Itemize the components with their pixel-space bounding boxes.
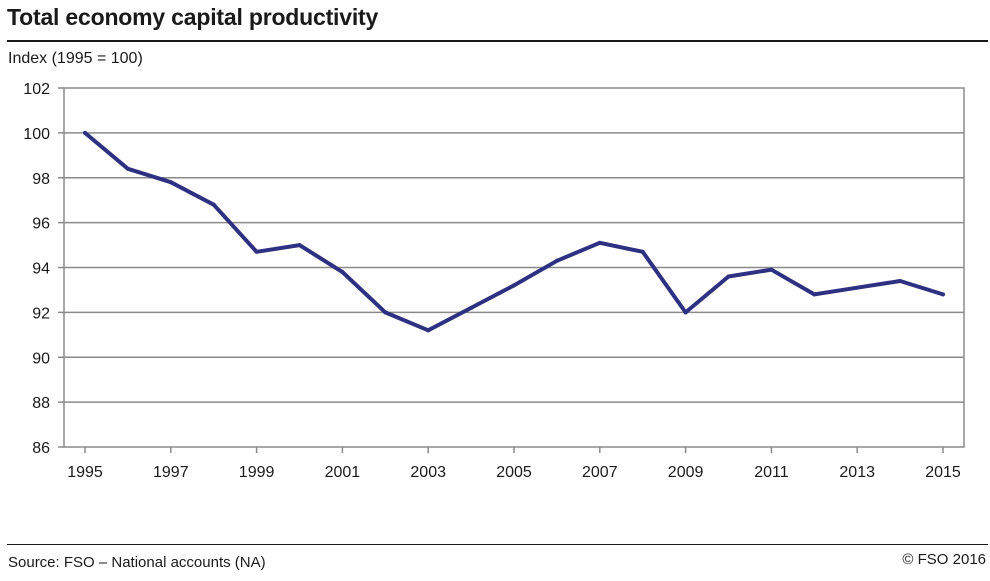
- y-tick-label-88: 88: [32, 395, 50, 412]
- footer-rule: [7, 544, 988, 545]
- data-point-2002: [383, 310, 388, 315]
- data-points: [83, 130, 945, 333]
- axis-ticks: [58, 87, 944, 453]
- data-point-1995: [83, 130, 87, 135]
- data-point-1996: [125, 166, 130, 171]
- data-point-2009: [683, 310, 688, 315]
- data-point-2003: [426, 328, 431, 333]
- data-point-2015: [941, 292, 945, 297]
- y-tick-label-86: 86: [32, 440, 50, 457]
- x-tick-label-2005: 2005: [496, 464, 532, 481]
- y-axis-unit-label: Index (1995 = 100): [8, 50, 143, 67]
- data-point-2013: [855, 285, 860, 290]
- y-tick-label-94: 94: [32, 261, 50, 278]
- y-tick-label-92: 92: [32, 305, 50, 322]
- data-point-2014: [898, 278, 903, 283]
- x-tick-label-1995: 1995: [67, 464, 103, 481]
- data-point-1997: [168, 180, 173, 185]
- data-point-2006: [554, 258, 559, 263]
- x-tick-label-2003: 2003: [410, 464, 446, 481]
- data-point-2000: [297, 243, 302, 248]
- y-tick-label-98: 98: [32, 171, 50, 188]
- x-tick-label-1997: 1997: [153, 464, 189, 481]
- data-point-2012: [812, 292, 817, 297]
- y-tick-label-102: 102: [23, 81, 50, 98]
- data-point-2001: [340, 269, 345, 274]
- data-point-1999: [254, 249, 259, 254]
- grid-lines: [64, 132, 964, 403]
- x-tick-label-2009: 2009: [668, 464, 704, 481]
- data-point-2004: [469, 305, 474, 310]
- x-axis-tick-labels: 1995 1997 1999 2001 2003 2005 2007 2009 2011 2013…: [67, 464, 961, 481]
- data-point-2005: [512, 283, 516, 288]
- x-tick-label-2011: 2011: [754, 464, 789, 481]
- data-point-2011: [769, 267, 774, 272]
- x-tick-label-2013: 2013: [839, 464, 875, 481]
- y-tick-label-90: 90: [32, 350, 50, 367]
- y-axis-tick-labels: 86 88 90 92 94 96 98 100 102: [23, 81, 50, 457]
- title-rule: [7, 40, 988, 42]
- y-tick-label-100: 100: [23, 126, 50, 143]
- chart-title: Total economy capital productivity: [7, 4, 379, 30]
- source-note: Source: FSO – National accounts (NA): [8, 554, 266, 571]
- x-tick-label-2007: 2007: [582, 464, 618, 481]
- y-tick-label-96: 96: [32, 216, 50, 233]
- x-tick-label-2001: 2001: [325, 464, 361, 481]
- x-tick-label-2015: 2015: [925, 464, 961, 481]
- data-point-1998: [211, 202, 216, 207]
- data-point-2010: [726, 274, 731, 279]
- x-tick-label-1999: 1999: [239, 464, 275, 481]
- copyright-note: © FSO 2016: [902, 551, 986, 568]
- data-point-2007: [597, 240, 602, 245]
- series-line: [83, 130, 945, 333]
- data-point-2008: [640, 249, 645, 254]
